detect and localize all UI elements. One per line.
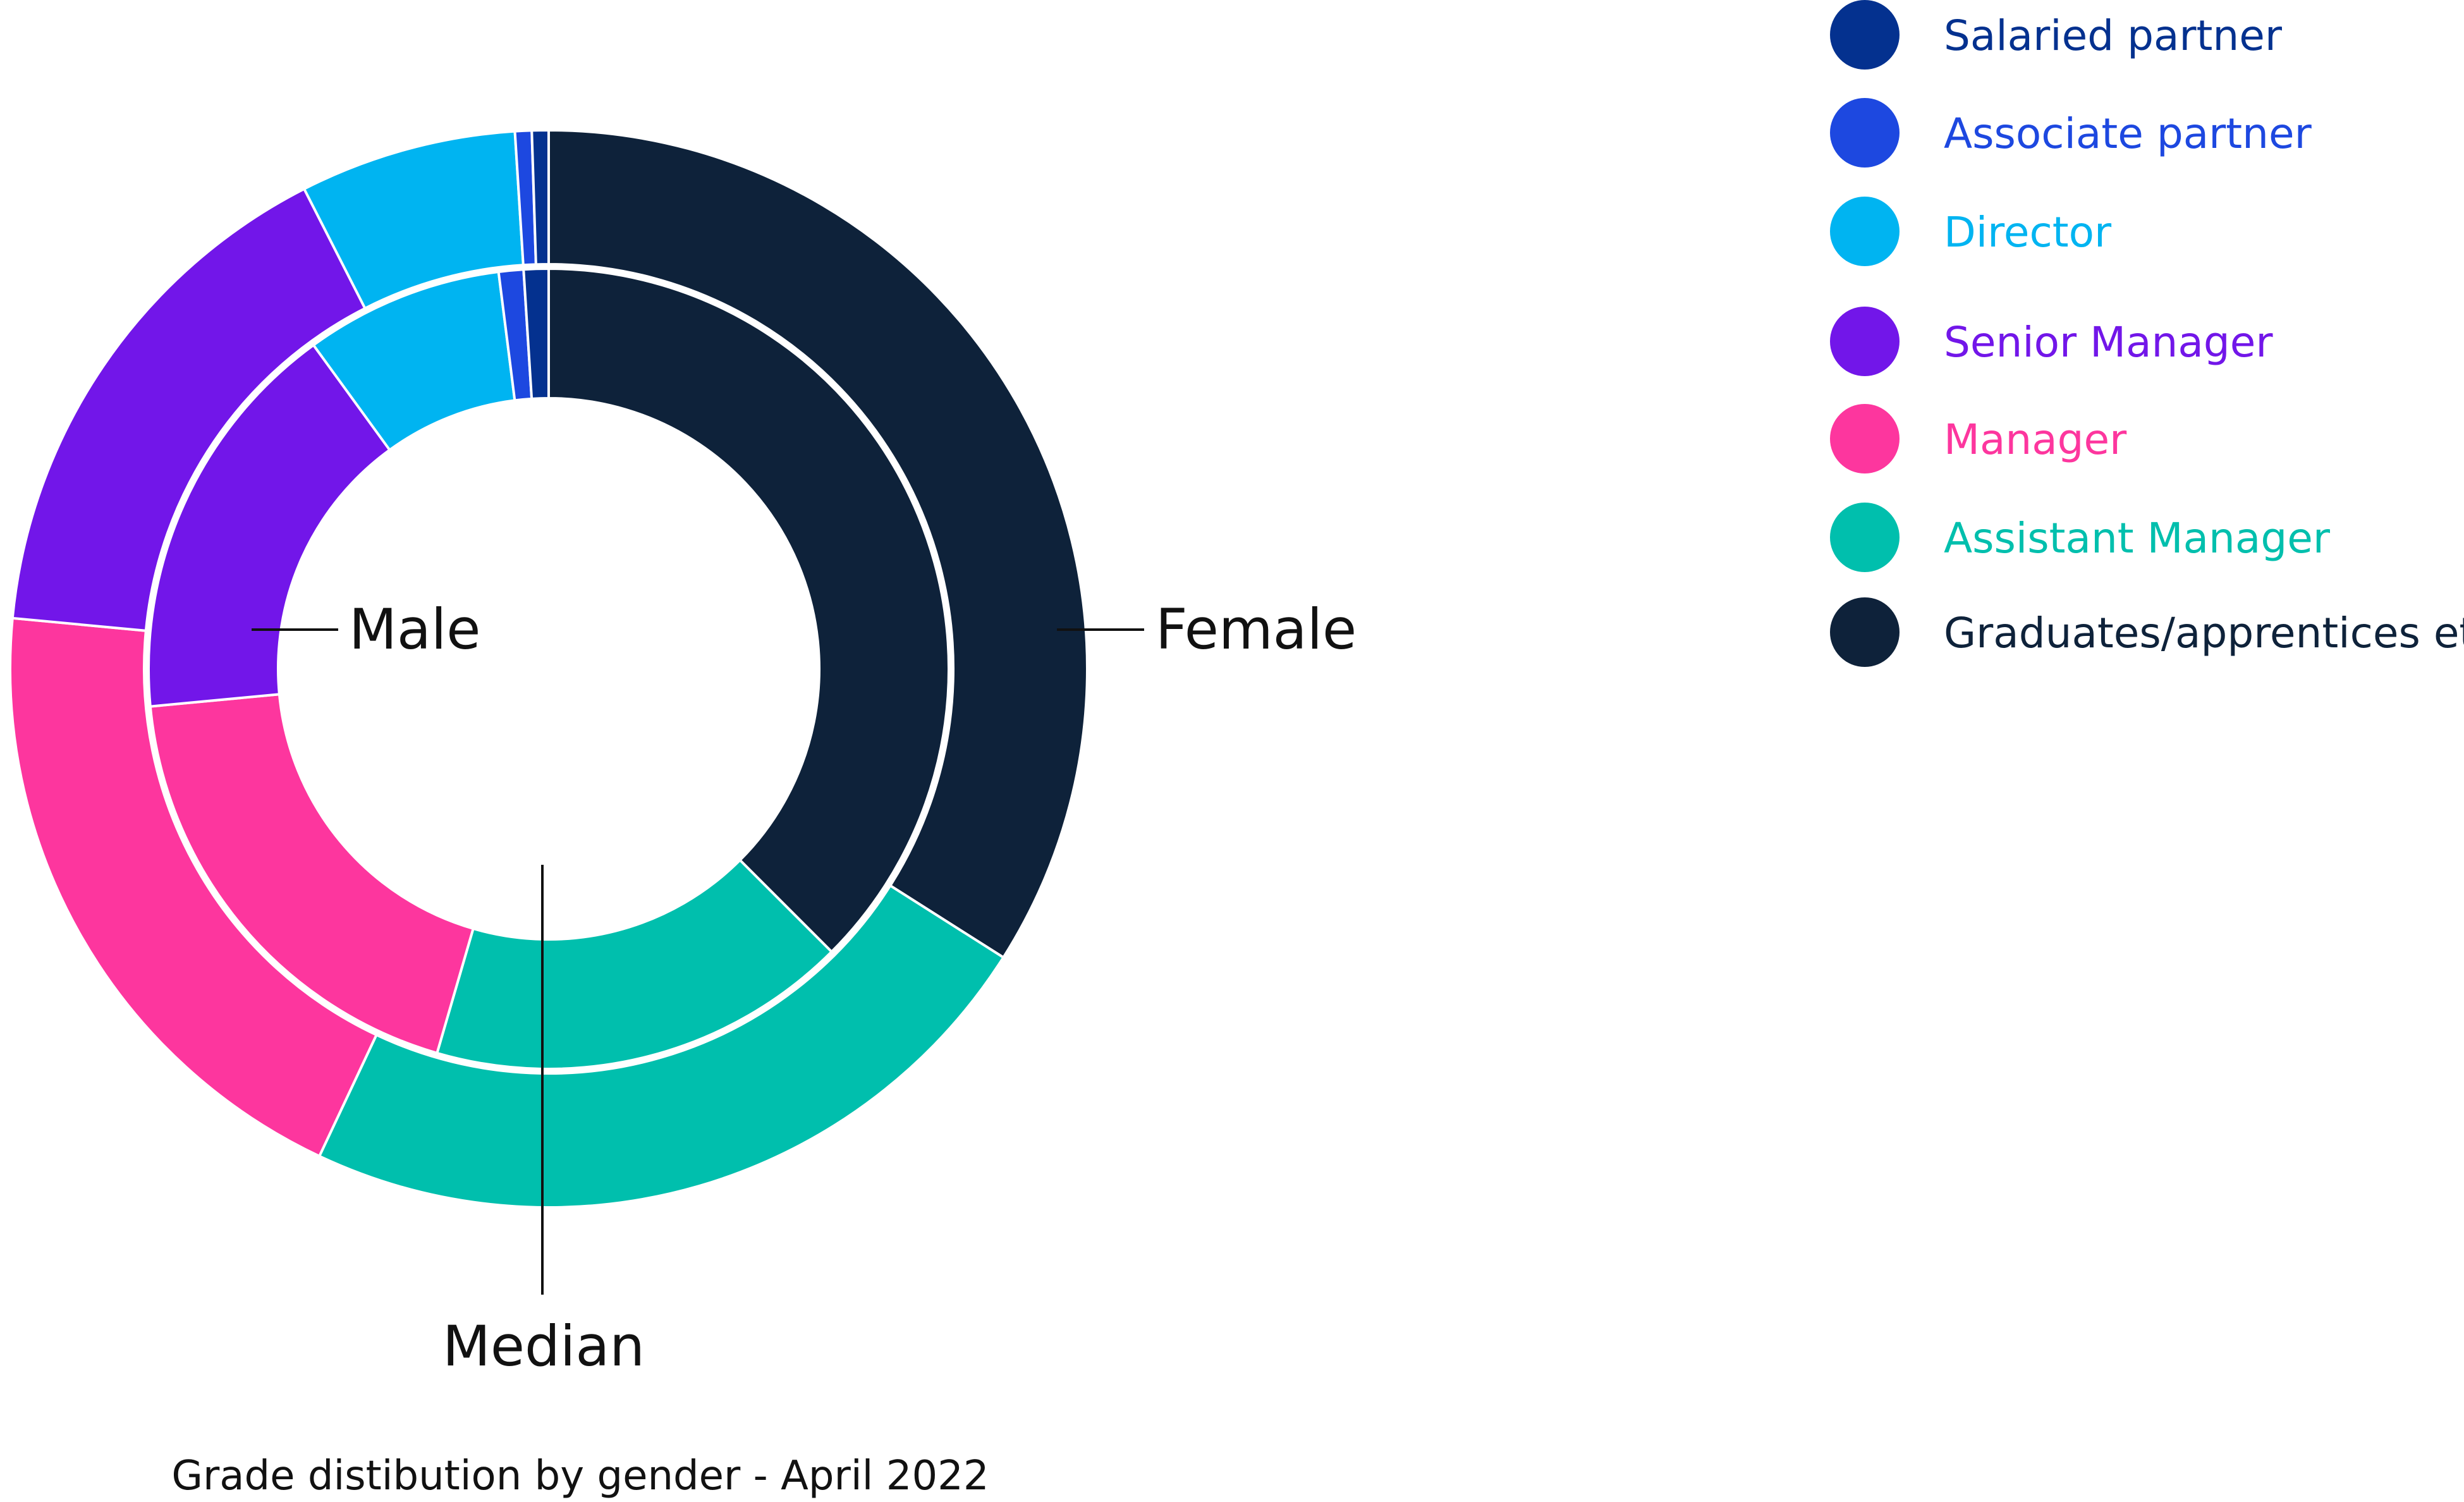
inner-ring-slice-graduates-apprentices-etc bbox=[547, 267, 951, 954]
chart-title: Grade distibution by gender - April 2022 bbox=[171, 1453, 989, 1499]
legend-item-graduates-apprentices-etc: Graduates/apprentices etc bbox=[1830, 597, 2464, 667]
legend-label: Senior Manager bbox=[1944, 318, 2273, 367]
legend-item-assistant-manager: Assistant Manager bbox=[1830, 503, 2331, 572]
legend-swatch bbox=[1830, 307, 1900, 376]
legend-label: Assistant Manager bbox=[1944, 514, 2331, 563]
legend-swatch bbox=[1830, 197, 1900, 266]
outer-ring-slice-graduates-apprentices-etc bbox=[547, 128, 1089, 960]
legend-label: Salaried partner bbox=[1944, 11, 2283, 60]
outer-ring-slice-assistant-manager bbox=[317, 884, 1006, 1209]
inner-ring-slice-salaried-partner bbox=[522, 267, 550, 400]
outer-ring-slice-salaried-partner bbox=[530, 128, 550, 266]
inner-ring-slice-senior-manager bbox=[147, 343, 392, 708]
legend: Salaried partner Associate partner Directo… bbox=[1830, 0, 2464, 667]
legend-item-senior-manager: Senior Manager bbox=[1830, 307, 2273, 376]
legend-item-director: Director bbox=[1830, 197, 2112, 266]
legend-label: Associate partner bbox=[1944, 109, 2312, 158]
legend-swatch bbox=[1830, 503, 1900, 572]
inner-ring-label: Male bbox=[349, 597, 480, 662]
center-label: Median bbox=[442, 1314, 645, 1379]
outer-ring-label: Female bbox=[1156, 597, 1357, 662]
leader-lines bbox=[252, 628, 1144, 1295]
donut-slices bbox=[9, 128, 1089, 1209]
legend-item-associate-partner: Associate partner bbox=[1830, 98, 2312, 168]
legend-swatch bbox=[1830, 597, 1900, 667]
outer-ring-slice-manager bbox=[9, 616, 379, 1158]
legend-label: Director bbox=[1944, 208, 2112, 257]
legend-label: Graduates/apprentices etc bbox=[1944, 609, 2464, 657]
legend-swatch bbox=[1830, 0, 1900, 70]
inner-ring-slice-manager bbox=[149, 693, 475, 1055]
legend-swatch bbox=[1830, 404, 1900, 473]
legend-label: Manager bbox=[1944, 415, 2127, 464]
inner-ring-slice-assistant-manager bbox=[435, 858, 834, 1070]
outer-ring-slice-senior-manager bbox=[11, 187, 367, 632]
legend-item-salaried-partner: Salaried partner bbox=[1830, 0, 2283, 70]
legend-item-manager: Manager bbox=[1830, 404, 2127, 473]
legend-swatch bbox=[1830, 98, 1900, 168]
